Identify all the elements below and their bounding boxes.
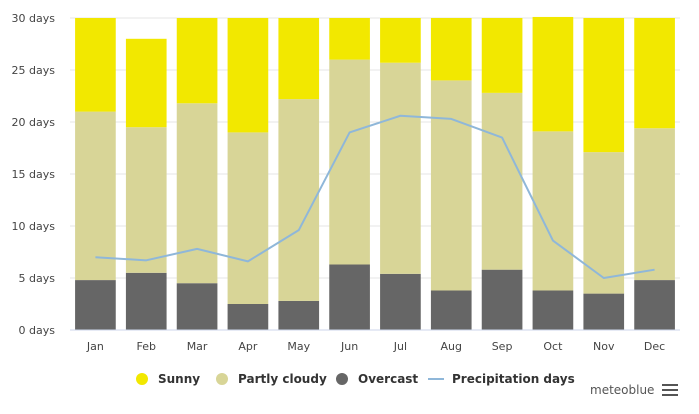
y-tick-label: 5 days (19, 272, 56, 285)
legend-label-precipitation-days: Precipitation days (452, 372, 575, 386)
bar-partly-cloudy (176, 103, 218, 284)
x-tick-label: Dec (644, 340, 665, 353)
bar-partly-cloudy (125, 127, 167, 273)
bar-partly-cloudy (329, 59, 370, 265)
bar-overcast (278, 300, 320, 330)
x-tick-label: Aug (441, 340, 462, 353)
bar-overcast (481, 269, 523, 330)
bar-sunny (227, 18, 269, 133)
precipitation-line (95, 114, 655, 279)
credit-logo[interactable]: meteoblue (590, 383, 655, 397)
bar-partly-cloudy (583, 152, 625, 294)
bar-overcast (176, 283, 218, 330)
x-tick-label: May (287, 340, 310, 353)
bar-overcast (329, 264, 370, 330)
bar-sunny (278, 18, 320, 100)
x-tick-label: Nov (593, 340, 615, 353)
x-tick-label: Jan (86, 340, 104, 353)
legend-item-overcast[interactable]: Overcast (336, 368, 418, 390)
legend-label-overcast: Overcast (358, 372, 419, 386)
bar-partly-cloudy (430, 80, 472, 291)
y-tick-label: 0 days (19, 324, 56, 337)
bar-partly-cloudy (227, 132, 269, 304)
bar-sunny (481, 18, 523, 93)
bar-sunny (634, 18, 675, 129)
bar-sunny (532, 16, 574, 132)
bar-partly-cloudy (380, 62, 421, 274)
bar-overcast (125, 272, 167, 330)
bar-overcast (430, 290, 472, 330)
x-tick-label: Jun (340, 340, 358, 353)
y-tick-label: 10 days (12, 220, 56, 233)
bar-partly-cloudy (75, 111, 116, 281)
bar-sunny (430, 18, 472, 81)
legend-label-sunny: Sunny (158, 372, 201, 386)
legend-swatch-sunny (136, 373, 148, 385)
x-tick-label: Oct (543, 340, 563, 353)
x-tick-label: Apr (238, 340, 258, 353)
x-tick-label: Sep (492, 340, 513, 353)
bar-partly-cloudy (278, 99, 320, 301)
legend-item-precipitation-days[interactable]: Precipitation days (428, 368, 575, 390)
bar-sunny (583, 18, 625, 153)
bar-partly-cloudy (634, 128, 675, 281)
bar-overcast (380, 273, 421, 330)
bar-sunny (75, 18, 116, 112)
y-tick-label: 25 days (12, 64, 56, 77)
bar-overcast (227, 304, 269, 330)
menu-icon[interactable] (662, 384, 678, 398)
bar-sunny (176, 18, 218, 104)
x-tick-label: Mar (187, 340, 208, 353)
y-tick-label: 15 days (12, 168, 56, 181)
legend-label-partly-cloudy: Partly cloudy (238, 372, 327, 386)
bar-partly-cloudy (481, 92, 523, 270)
bar-sunny (380, 18, 421, 63)
legend-swatch-precipitation-days (428, 378, 444, 380)
y-tick-label: 20 days (12, 116, 56, 129)
chart-legend: Sunny Partly cloudy Overcast Precipitati… (0, 368, 699, 390)
bar-overcast (634, 280, 675, 330)
bar-overcast (532, 290, 574, 330)
bar-overcast (583, 293, 625, 330)
legend-item-sunny[interactable]: Sunny (136, 368, 200, 390)
bar-sunny (125, 38, 167, 128)
bar-overcast (75, 280, 116, 330)
legend-swatch-partly-cloudy (216, 373, 228, 385)
x-tick-label: Jul (393, 340, 407, 353)
y-tick-label: 30 days (12, 12, 56, 25)
x-tick-label: Feb (137, 340, 156, 353)
bar-sunny (329, 18, 370, 60)
legend-item-partly-cloudy[interactable]: Partly cloudy (216, 368, 327, 390)
legend-swatch-overcast (336, 373, 348, 385)
chart-plot: 0 days 5 days 10 days 15 days 20 days 25 days… (12, 12, 680, 353)
